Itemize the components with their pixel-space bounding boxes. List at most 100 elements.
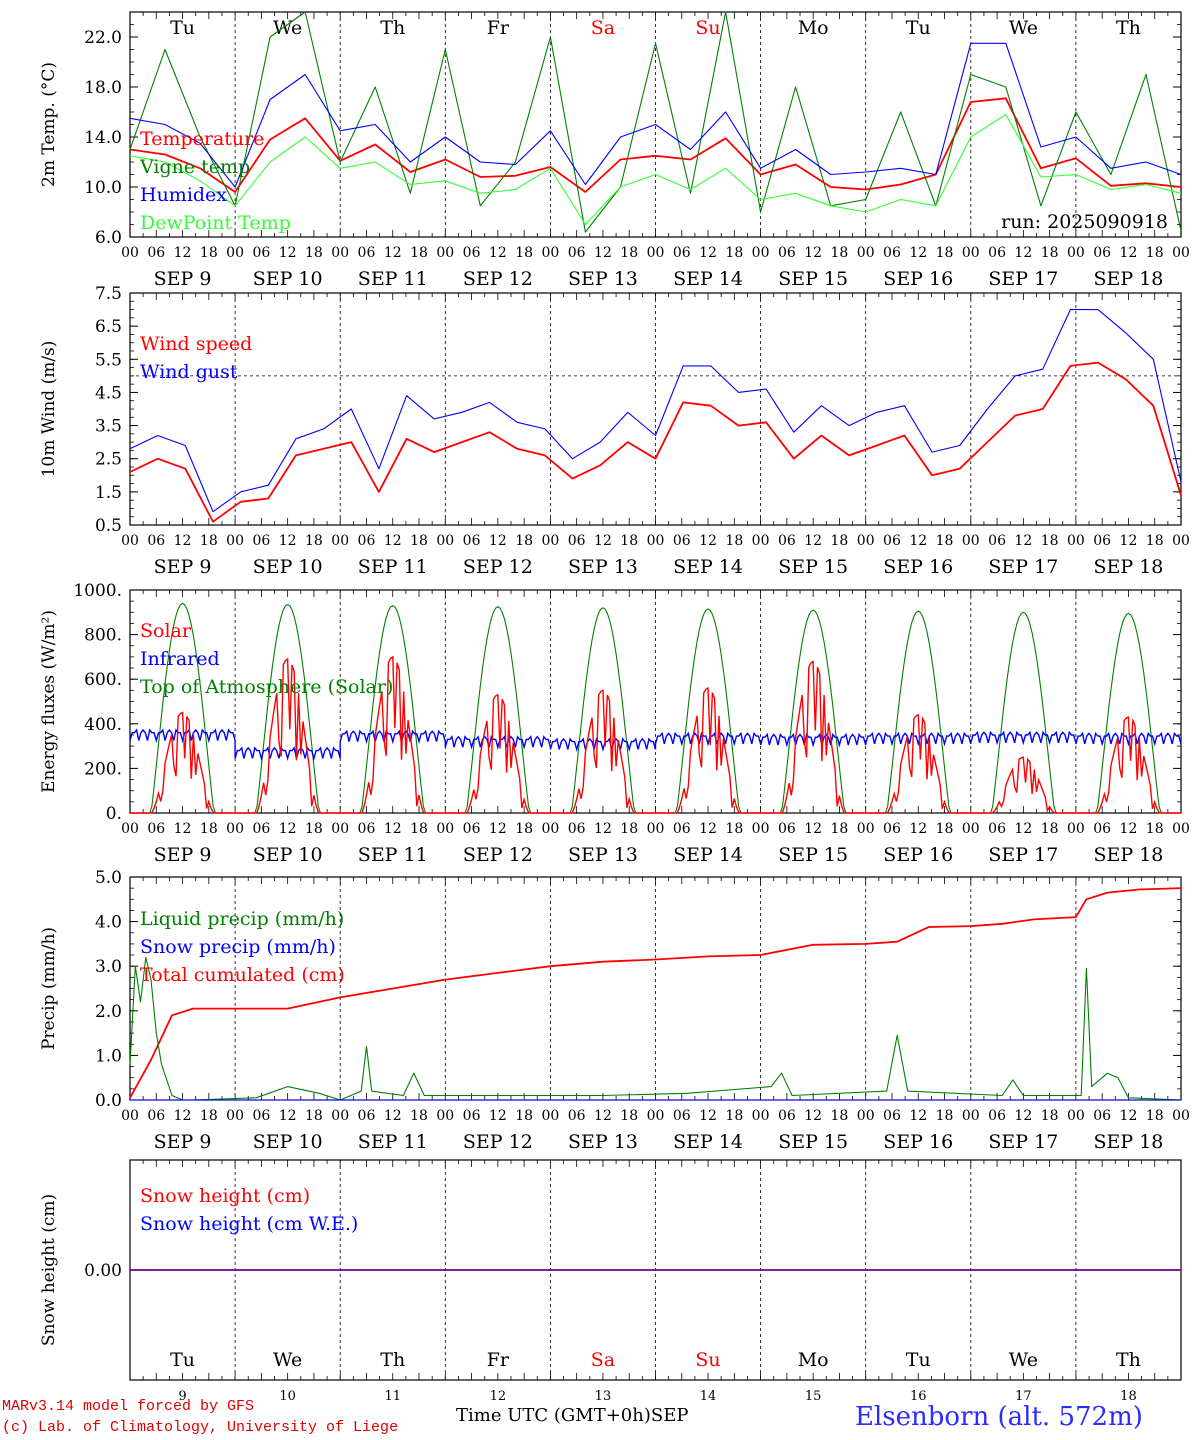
hour-tick-label: 12 [594, 821, 612, 837]
hour-tick-label: 12 [489, 533, 507, 549]
hour-tick-label: 00 [1067, 245, 1085, 261]
date-label: SEP 10 [253, 268, 323, 290]
legend-entry: Temperature [140, 128, 264, 150]
hour-tick-label: 18 [620, 533, 638, 549]
hour-tick-label: 12 [594, 533, 612, 549]
day-number-label: 11 [384, 1389, 401, 1404]
hour-tick-label: 00 [1172, 245, 1190, 261]
hour-tick-label: 00 [752, 821, 770, 837]
y-tick-label: 5.5 [95, 350, 122, 370]
date-label: SEP 14 [673, 844, 743, 866]
run-label: run: 2025090918 [1001, 211, 1168, 233]
date-label: SEP 10 [253, 556, 323, 578]
hour-tick-label: 18 [620, 1108, 638, 1124]
hour-tick-label: 12 [174, 821, 192, 837]
hour-tick-label: 12 [384, 245, 402, 261]
series-humidex [129, 42, 1182, 188]
hour-tick-label: 06 [673, 245, 691, 261]
y-axis-label: Energy fluxes (W/m²) [39, 610, 59, 793]
time-utc-label: Time UTC (GMT+0h) [456, 1405, 651, 1426]
date-label: SEP 9 [154, 268, 212, 290]
hour-tick-label: 00 [1172, 1108, 1190, 1124]
hour-tick-label: 12 [279, 821, 297, 837]
hour-tick-label: 18 [831, 533, 849, 549]
hour-tick-label: 18 [725, 821, 743, 837]
y-tick-label: 0.0 [95, 1091, 122, 1111]
date-label: SEP 16 [883, 1131, 953, 1153]
hour-tick-label: 18 [1146, 245, 1164, 261]
hour-tick-label: 12 [1120, 1108, 1138, 1124]
hour-tick-label: 06 [673, 1108, 691, 1124]
date-label: SEP 15 [778, 556, 848, 578]
hour-tick-label: 12 [909, 533, 927, 549]
legend-entry: DewPoint Temp [140, 212, 291, 234]
hour-tick-label: 18 [831, 821, 849, 837]
y-axis-label: Snow height (cm) [39, 1194, 59, 1346]
hour-tick-label: 12 [804, 245, 822, 261]
panel-4: 0.0 1.0 2.0 3.0 4.0 5.0 Precip (mm/h) 00 06 12 18 0… [39, 868, 1190, 1153]
hour-tick-label: 12 [1014, 245, 1032, 261]
hour-tick-label: 00 [752, 533, 770, 549]
hour-tick-label: 00 [962, 821, 980, 837]
legend-entry: Liquid precip (mm/h) [140, 908, 344, 930]
hour-tick-label: 06 [358, 245, 376, 261]
day-name-label: Su [695, 17, 720, 39]
y-tick-label: 14.0 [84, 128, 122, 148]
hour-tick-label: 12 [1120, 821, 1138, 837]
date-label: SEP 17 [988, 556, 1058, 578]
date-label: SEP 13 [568, 268, 638, 290]
y-tick-label: 6.0 [95, 228, 122, 248]
date-label: SEP 15 [778, 1131, 848, 1153]
hour-tick-label: 00 [962, 245, 980, 261]
hour-tick-label: 18 [1146, 1108, 1164, 1124]
date-label: SEP 10 [253, 1131, 323, 1153]
date-label: SEP 12 [463, 844, 533, 866]
hour-tick-label: 12 [699, 1108, 717, 1124]
date-label: SEP 16 [883, 556, 953, 578]
hour-tick-label: 00 [962, 1108, 980, 1124]
hour-tick-label: 12 [489, 821, 507, 837]
hour-tick-label: 00 [857, 1108, 875, 1124]
day-number-label: 18 [1120, 1389, 1137, 1404]
day-number-label: 9 [178, 1389, 186, 1404]
date-label: SEP 11 [358, 556, 428, 578]
day-name-label: Mo [798, 1349, 829, 1371]
hour-tick-label: 06 [1093, 245, 1111, 261]
y-tick-label: 3.5 [95, 417, 122, 437]
hour-tick-label: 00 [647, 533, 665, 549]
date-label: SEP 13 [568, 1131, 638, 1153]
day-name-label: We [273, 1349, 302, 1371]
date-label: SEP 12 [463, 556, 533, 578]
hour-tick-label: 12 [909, 1108, 927, 1124]
legend-entry: Humidex [140, 184, 227, 206]
date-label: SEP 9 [154, 1131, 212, 1153]
hour-tick-label: 06 [673, 821, 691, 837]
y-tick-label: 2.5 [95, 450, 122, 470]
hour-tick-label: 06 [463, 245, 481, 261]
legend-entry: Infrared [140, 648, 220, 670]
date-label: SEP 18 [1094, 268, 1164, 290]
hour-tick-label: 06 [778, 245, 796, 261]
plot-frame [129, 589, 1182, 814]
hour-tick-label: 06 [252, 1108, 270, 1124]
panel-1: 6.0 10.0 14.0 18.0 22.0 2m Temp. (°C) 00 06 12 18… [39, 11, 1190, 290]
hour-tick-label: 12 [384, 1108, 402, 1124]
hour-tick-label: 00 [121, 533, 139, 549]
day-name-label: Tu [906, 1349, 931, 1371]
day-name-label: We [1009, 17, 1038, 39]
series-solar [130, 655, 1181, 814]
y-tick-label: 1.0 [95, 1046, 122, 1066]
y-tick-label: 1.5 [95, 483, 122, 503]
hour-tick-label: 18 [831, 245, 849, 261]
day-number-label: 12 [490, 1389, 507, 1404]
hour-tick-label: 06 [988, 821, 1006, 837]
hour-tick-label: 12 [804, 1108, 822, 1124]
y-tick-label: 18.0 [84, 78, 122, 98]
y-tick-label: 1000. [73, 581, 122, 601]
hour-tick-label: 00 [647, 821, 665, 837]
hour-tick-label: 12 [699, 533, 717, 549]
date-label: SEP 10 [253, 844, 323, 866]
hour-tick-label: 18 [515, 1108, 533, 1124]
y-tick-label: 5.0 [95, 868, 122, 888]
hour-tick-label: 18 [936, 533, 954, 549]
